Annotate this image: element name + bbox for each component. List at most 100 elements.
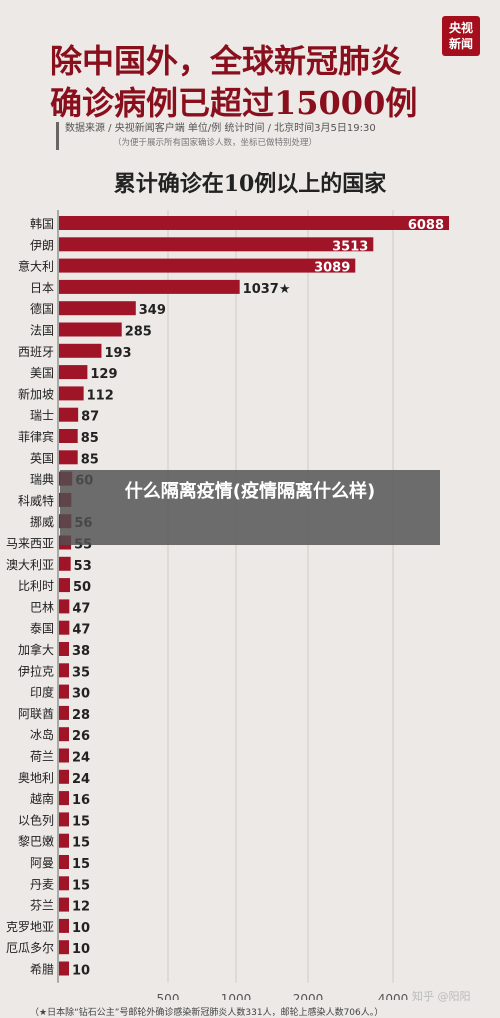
value-label: 24 xyxy=(72,751,90,766)
category-label: 越南 xyxy=(30,791,54,806)
value-label: 24 xyxy=(72,772,90,787)
value-label: 87 xyxy=(81,410,99,425)
footnote: （★日本除“钻石公主”号邮轮外确诊感染新冠肺炎人数331人，邮轮上感染人数706… xyxy=(30,1008,384,1018)
value-label: 47 xyxy=(72,623,90,638)
category-label: 荷兰 xyxy=(30,750,54,764)
category-label: 日本 xyxy=(30,281,54,295)
bar xyxy=(59,684,69,699)
value-label: 85 xyxy=(81,431,99,446)
cctv-news-logo: 央视 新闻 xyxy=(442,16,480,56)
x-tick-label: 4000 xyxy=(378,992,409,1000)
bar xyxy=(59,301,136,316)
category-label: 法国 xyxy=(30,324,54,338)
bar xyxy=(59,855,69,869)
bar xyxy=(59,705,69,720)
value-label: 349 xyxy=(139,303,166,318)
bar xyxy=(59,812,69,827)
value-label: 85 xyxy=(81,452,99,467)
bar xyxy=(59,386,84,401)
category-label: 冰岛 xyxy=(30,727,54,742)
bar xyxy=(59,322,122,337)
bar xyxy=(59,258,356,273)
category-label: 奥地利 xyxy=(18,771,54,785)
category-label: 加拿大 xyxy=(18,642,54,657)
x-tick-label: 500 xyxy=(157,992,180,1000)
value-label: 285 xyxy=(125,325,152,340)
category-label: 菲律宾 xyxy=(18,429,54,444)
category-label: 美国 xyxy=(30,366,54,380)
category-label: 瑞士 xyxy=(30,409,54,423)
category-label: 印度 xyxy=(30,685,54,700)
category-label: 芬兰 xyxy=(30,899,54,913)
value-label: 10 xyxy=(72,942,90,957)
bar xyxy=(59,727,69,742)
category-label: 伊朗 xyxy=(30,238,54,252)
value-label: 12 xyxy=(72,900,90,915)
page-title: 除中国外，全球新冠肺炎 确诊病例已超过15000例 xyxy=(50,40,450,124)
watermark: 知乎 @阳阳 xyxy=(412,990,471,1003)
category-label: 新加坡 xyxy=(18,386,54,401)
value-label: 35 xyxy=(72,665,90,680)
value-label: 50 xyxy=(73,580,91,595)
value-label: 1037★ xyxy=(243,282,291,297)
category-label: 阿曼 xyxy=(30,856,54,870)
category-label: 丹麦 xyxy=(30,877,54,891)
bar xyxy=(59,791,69,806)
bar xyxy=(59,833,69,848)
bar xyxy=(59,279,240,294)
bar xyxy=(59,918,69,933)
value-label: 10 xyxy=(72,921,90,936)
bar xyxy=(59,769,69,784)
value-label: 47 xyxy=(72,601,90,616)
value-label: 26 xyxy=(72,729,90,744)
bar xyxy=(59,429,78,443)
category-label: 以色列 xyxy=(18,813,54,827)
value-label: 15 xyxy=(72,857,90,872)
category-label: 英国 xyxy=(30,451,54,465)
bar xyxy=(59,748,69,763)
x-tick-label: 1000 xyxy=(221,992,252,1000)
value-label: 10 xyxy=(72,964,90,979)
category-label: 韩国 xyxy=(30,216,54,231)
value-label: 30 xyxy=(72,687,90,702)
bar xyxy=(59,450,78,465)
bar xyxy=(59,556,71,571)
category-label: 瑞典 xyxy=(30,473,54,487)
category-label: 厄瓜多尔 xyxy=(6,940,54,955)
category-label: 澳大利亚 xyxy=(6,558,54,572)
value-label: 53 xyxy=(74,559,92,574)
bar xyxy=(59,876,69,891)
category-label: 泰国 xyxy=(30,622,54,636)
bar xyxy=(59,642,69,656)
title-line1: 除中国外，全球新冠肺炎 xyxy=(50,42,403,80)
title-line2: 确诊病例已超过15000例 xyxy=(50,84,418,122)
bar xyxy=(59,961,69,976)
bar xyxy=(59,897,69,912)
value-label: 38 xyxy=(72,644,90,659)
value-label: 129 xyxy=(90,367,117,382)
category-label: 科威特 xyxy=(18,493,54,508)
data-source: 数据来源 / 央视新闻客户端 单位/例 统计时间 / 北京时间3月5日19:30… xyxy=(56,122,485,150)
chart-title: 累计确诊在10例以上的国家 xyxy=(113,171,387,197)
category-label: 阿联酋 xyxy=(18,706,54,721)
category-label: 德国 xyxy=(30,301,54,316)
category-label: 比利时 xyxy=(18,579,54,593)
bar xyxy=(59,663,69,678)
value-label: 3513 xyxy=(332,239,368,254)
bar xyxy=(59,940,69,955)
category-label: 马来西亚 xyxy=(6,537,54,551)
value-label: 16 xyxy=(72,793,90,808)
bar-chart: 500 1000 2000 4000 韩国 6088 伊朗 3513 意大利 3089 日本 1037… xyxy=(6,210,449,1000)
logo-line2: 新闻 xyxy=(448,37,473,51)
source-note: （为便于展示所有国家确诊人数，坐标已做特别处理） xyxy=(113,138,318,148)
bar xyxy=(59,343,102,358)
category-label: 意大利 xyxy=(18,259,54,274)
bar xyxy=(59,237,374,252)
value-label: 112 xyxy=(87,388,114,403)
bar xyxy=(59,216,449,230)
source-text: 数据来源 / 央视新闻客户端 单位/例 统计时间 / 北京时间3月5日19:30 xyxy=(65,123,376,134)
value-label: 193 xyxy=(104,346,131,361)
overlay-caption: 什么隔离疫情(疫情隔离什么样) xyxy=(60,470,440,545)
category-label: 希腊 xyxy=(30,962,54,977)
category-label: 克罗地亚 xyxy=(6,920,54,934)
